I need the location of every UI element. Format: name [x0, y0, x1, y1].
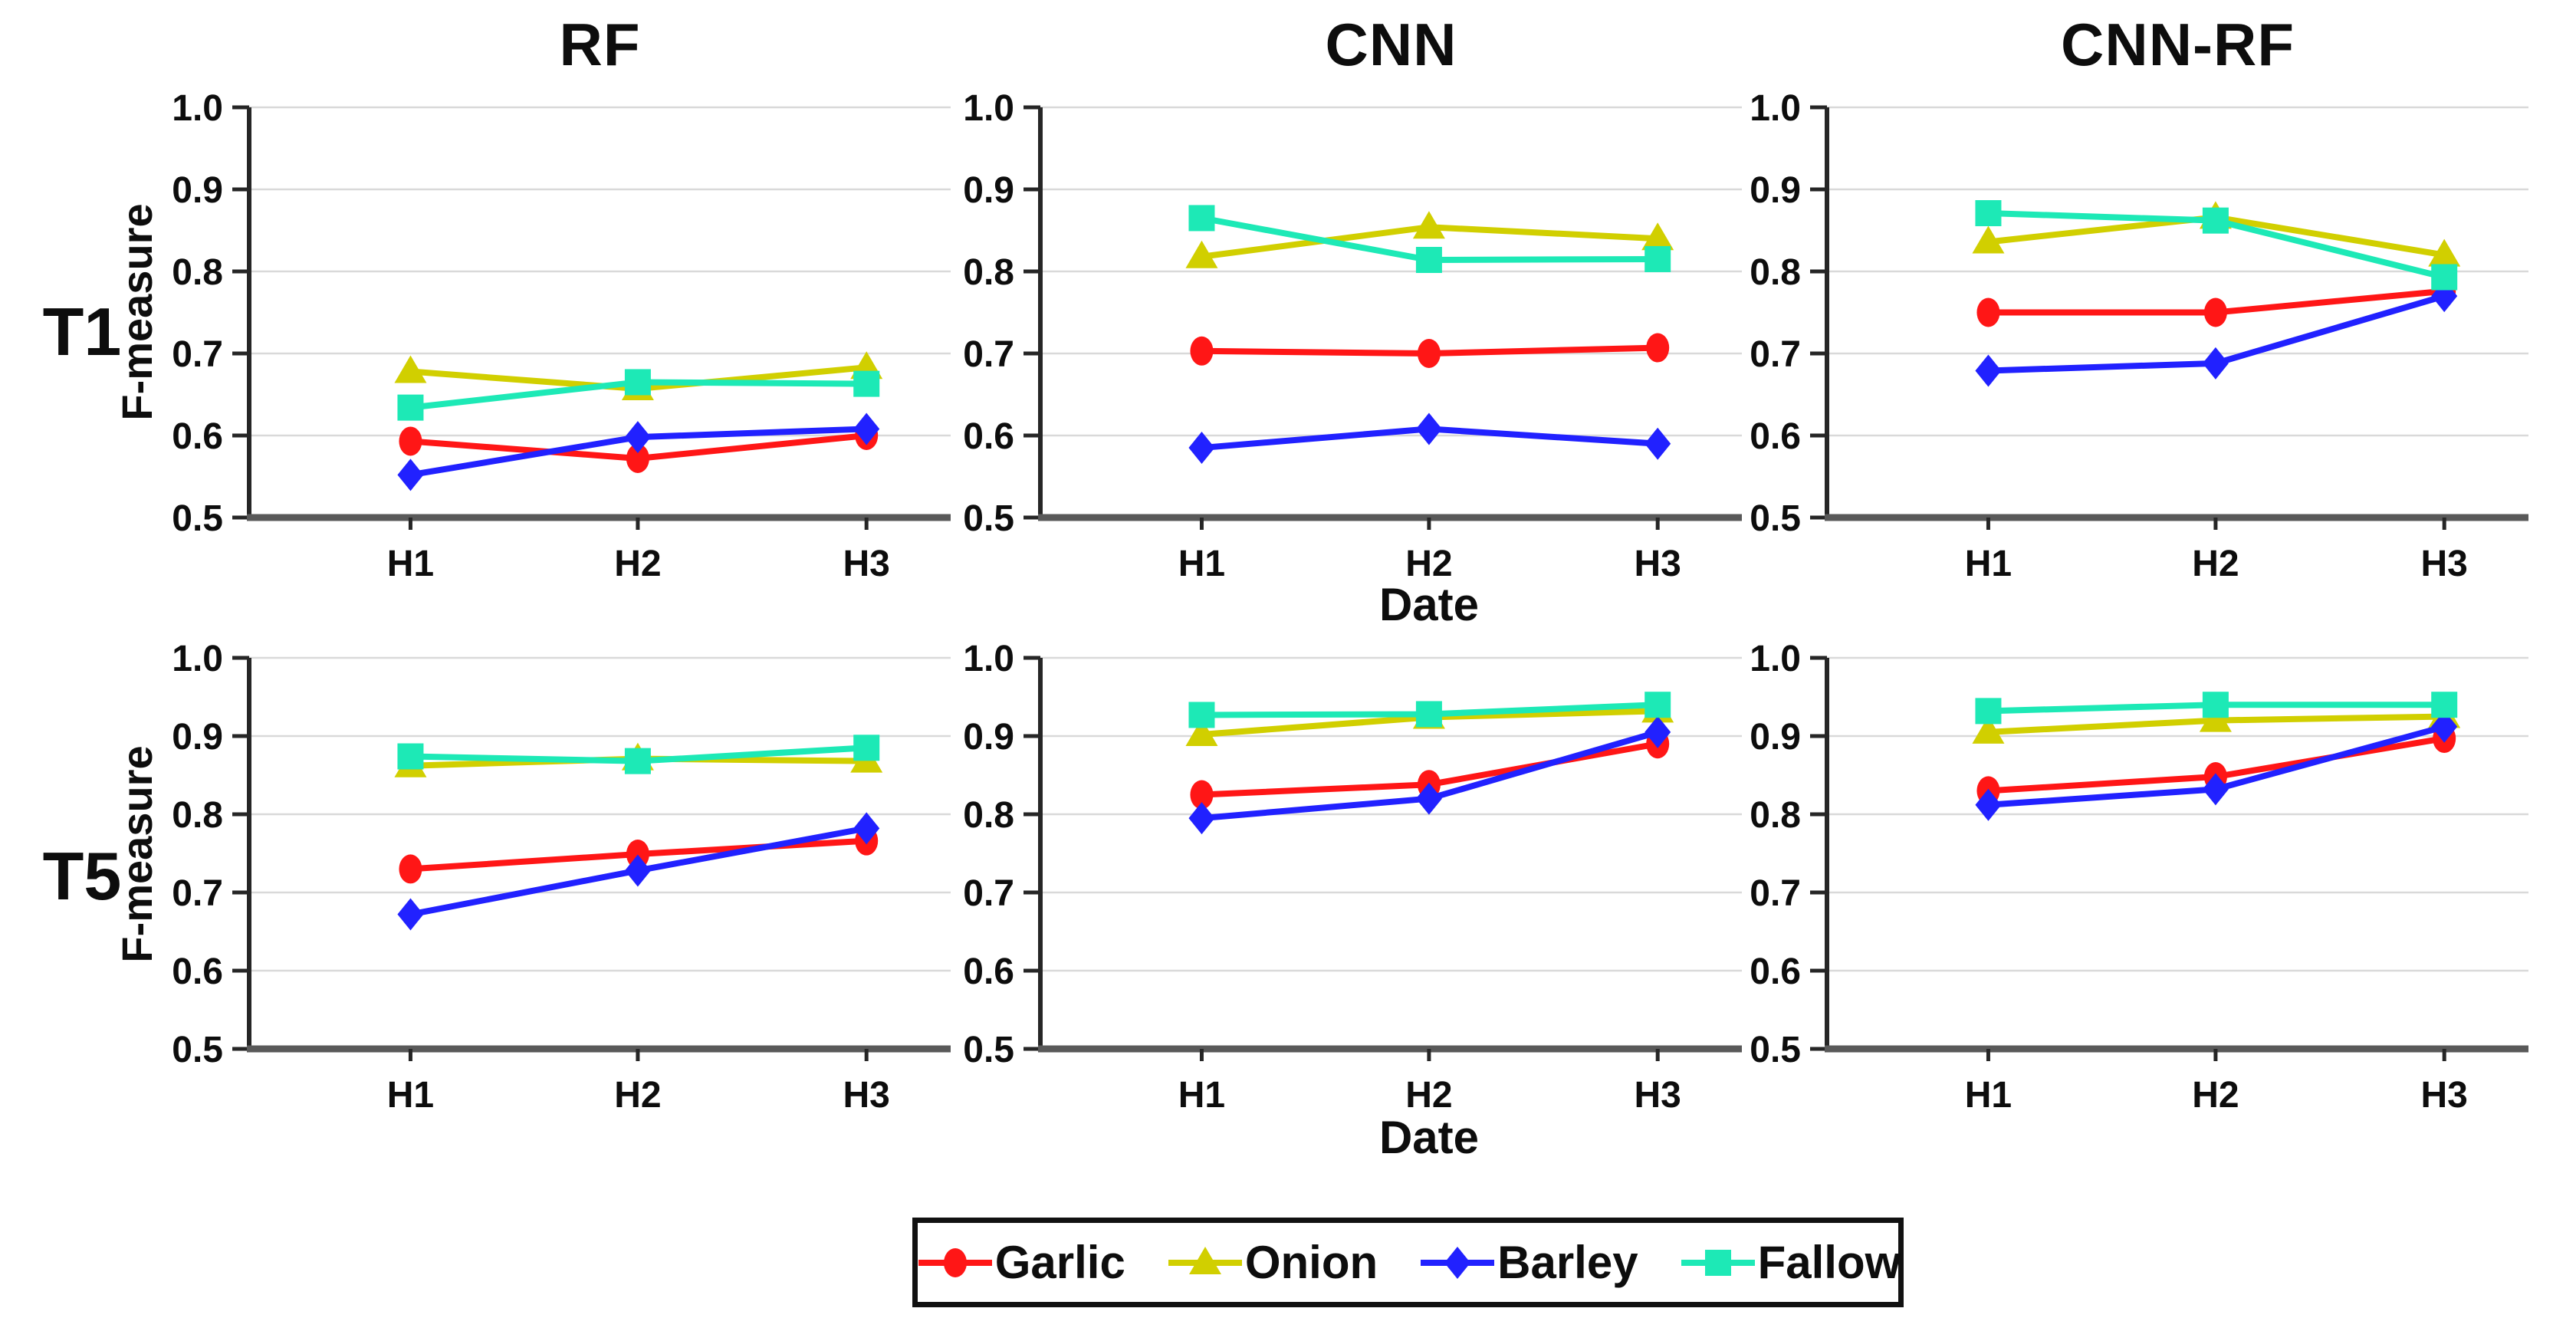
y-tick-label: 0.7 [963, 873, 1014, 914]
y-tick-label: 0.6 [1750, 416, 1801, 457]
y-tick-label: 0.9 [1750, 717, 1801, 758]
y-tick-label: 0.8 [963, 252, 1014, 293]
column-title-cnn-rf: CNN-RF [2061, 10, 2295, 78]
y-tick-label: 0.6 [1750, 952, 1801, 992]
chart-panel-t5-cnn-rf: 1.0 0.9 0.8 0.7 0.6 0.5 H1 H2 H3 [1750, 643, 2528, 1116]
legend-item-fallow: Fallow [1678, 1238, 1901, 1287]
y-tick-label: 0.5 [1750, 498, 1801, 539]
chart-panel-t1-cnn: 1.0 0.9 0.8 0.7 0.6 0.5 H1 H2 H3 [963, 92, 1742, 584]
y-tick-label: 0.7 [172, 873, 223, 914]
chart-panel-t1-rf: 1.0 0.9 0.8 0.7 0.6 0.5 H1 H2 H3 [172, 92, 951, 584]
series-fallow [1188, 205, 1671, 274]
y-tick-label: 1.0 [172, 643, 223, 679]
y-tick-label: 0.9 [172, 170, 223, 211]
x-tick-label: H1 [387, 1075, 434, 1116]
column-title-cnn: CNN [1325, 10, 1457, 78]
y-tick-label: 0.5 [1750, 1030, 1801, 1070]
x-axis-title-t1: Date [1378, 578, 1480, 630]
x-tick-label: H2 [614, 1075, 661, 1116]
series-garlic [1190, 333, 1670, 368]
chart-panel-t1-cnn-rf: 1.0 0.9 0.8 0.7 0.6 0.5 H1 H2 H3 [1750, 92, 2528, 584]
y-tick-label: 0.5 [172, 498, 223, 539]
y-tick-label: 0.5 [172, 1030, 223, 1070]
y-tick-label: 0.9 [1750, 170, 1801, 211]
series-fallow [1975, 692, 2458, 725]
chart-panel-t5-cnn: 1.0 0.9 0.8 0.7 0.6 0.5 H1 H2 H3 [963, 643, 1742, 1116]
x-tick-label: H1 [1178, 544, 1225, 584]
y-tick-label: 1.0 [963, 643, 1014, 679]
series-garlic [1976, 276, 2456, 327]
y-tick-label: 0.6 [172, 952, 223, 992]
chart-panel-t5-rf: 1.0 0.9 0.8 0.7 0.6 0.5 H1 H2 H3 [172, 643, 951, 1116]
x-tick-label: H3 [2421, 1075, 2468, 1116]
y-tick-label: 0.9 [172, 717, 223, 758]
series-barley [1975, 280, 2458, 387]
legend: Garlic Onion Barley Fallow [912, 1218, 1904, 1307]
row-label-t5: T5 [42, 838, 122, 914]
x-tick-label: H3 [1635, 544, 1681, 584]
x-tick-label: H2 [1405, 544, 1452, 584]
legend-label-barley: Barley [1497, 1236, 1638, 1288]
barley-marker-icon [1421, 1246, 1495, 1279]
series-fallow [1975, 200, 2458, 291]
series-fallow [1188, 692, 1671, 728]
series-barley [1188, 715, 1671, 835]
x-tick-label: H1 [387, 544, 434, 584]
x-tick-label: H2 [2192, 544, 2239, 584]
y-tick-label: 0.8 [1750, 252, 1801, 293]
y-tick-label: 0.8 [172, 795, 223, 836]
y-tick-label: 1.0 [1750, 643, 1801, 679]
x-tick-label: H3 [843, 544, 890, 584]
legend-item-garlic: Garlic [915, 1238, 1125, 1287]
x-tick-label: H3 [843, 1075, 890, 1116]
x-tick-label: H2 [2192, 1075, 2239, 1116]
column-title-rf: RF [559, 10, 641, 78]
legend-item-onion: Onion [1165, 1238, 1378, 1287]
x-tick-label: H1 [1965, 544, 2012, 584]
x-tick-label: H3 [1635, 1075, 1681, 1116]
y-tick-label: 0.7 [1750, 334, 1801, 375]
row-label-t1: T1 [42, 294, 122, 370]
fallow-marker-icon [1681, 1249, 1755, 1276]
y-tick-label: 0.7 [172, 334, 223, 375]
y-tick-label: 0.5 [963, 498, 1014, 539]
y-tick-label: 0.9 [963, 717, 1014, 758]
series-barley [1975, 710, 2458, 821]
y-tick-label: 0.7 [963, 334, 1014, 375]
y-tick-label: 0.7 [1750, 873, 1801, 914]
y-tick-label: 0.8 [1750, 795, 1801, 836]
y-tick-label: 0.6 [172, 416, 223, 457]
x-axis-title-t5: Date [1378, 1111, 1480, 1163]
x-tick-label: H2 [614, 544, 661, 584]
x-tick-label: H1 [1178, 1075, 1225, 1116]
x-tick-label: H3 [2421, 544, 2468, 584]
legend-label-garlic: Garlic [994, 1236, 1125, 1288]
y-tick-label: 0.6 [963, 952, 1014, 992]
garlic-marker-icon [918, 1247, 992, 1277]
x-tick-label: H1 [1965, 1075, 2012, 1116]
y-tick-label: 0.9 [963, 170, 1014, 211]
series-barley [397, 812, 880, 931]
legend-item-barley: Barley [1418, 1238, 1638, 1287]
series-fallow [397, 735, 880, 774]
y-tick-label: 1.0 [172, 92, 223, 129]
series-barley [397, 412, 880, 491]
series-onion [1185, 211, 1674, 268]
y-tick-label: 1.0 [1750, 92, 1801, 129]
x-tick-label: H2 [1405, 1075, 1452, 1116]
y-tick-label: 1.0 [963, 92, 1014, 129]
y-tick-label: 0.8 [172, 252, 223, 293]
series-barley [1188, 412, 1671, 465]
series-fallow [397, 369, 880, 421]
onion-marker-icon [1168, 1246, 1242, 1274]
y-tick-label: 0.5 [963, 1030, 1014, 1070]
y-tick-label: 0.6 [963, 416, 1014, 457]
y-tick-label: 0.8 [963, 795, 1014, 836]
legend-label-fallow: Fallow [1757, 1236, 1901, 1288]
legend-label-onion: Onion [1244, 1236, 1378, 1288]
